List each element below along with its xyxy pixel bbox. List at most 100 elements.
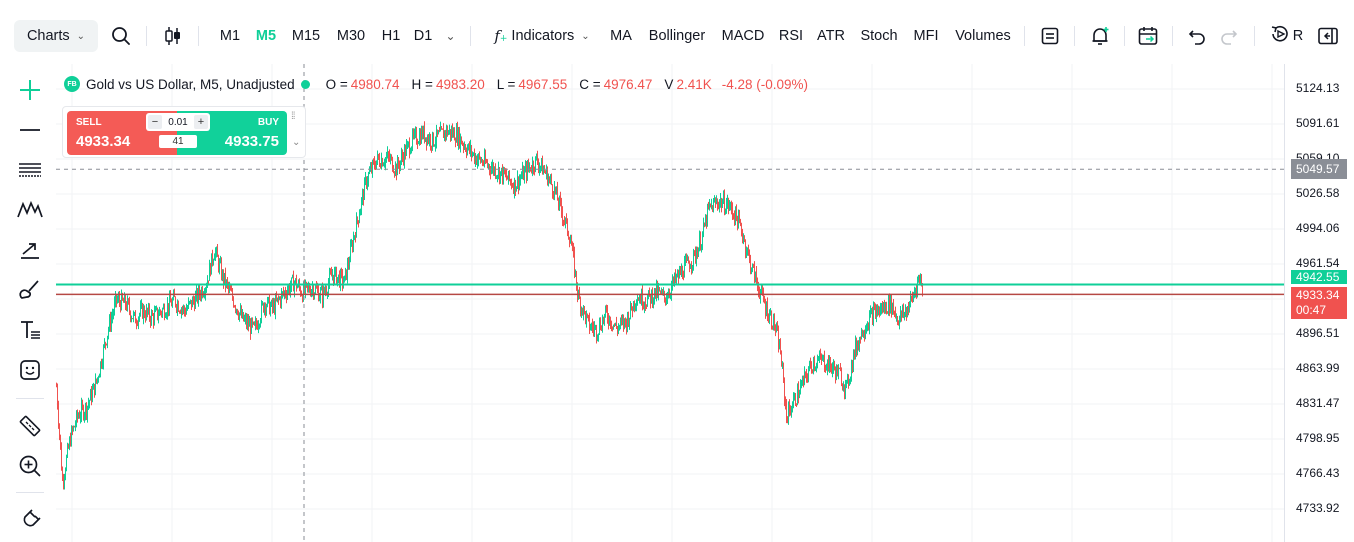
indicator-atr-button[interactable]: ATR [814, 20, 848, 52]
candle-up [866, 329, 867, 331]
emoji-icon[interactable] [14, 354, 46, 386]
decrease-quantity-button[interactable]: − [148, 115, 162, 129]
text-icon[interactable] [14, 314, 46, 346]
candle-down [588, 315, 589, 318]
trend-arrow-icon[interactable] [14, 234, 46, 266]
candle-up [290, 286, 291, 293]
candle-down [901, 311, 902, 317]
price-axis[interactable]: 5124.13 5091.61 5059.10 5026.58 4994.06 4961.… [1284, 64, 1354, 542]
candle-down [563, 220, 564, 222]
candle-up [766, 303, 767, 313]
quantity-input[interactable]: 0.01 [168, 116, 188, 128]
candle-up [334, 270, 335, 283]
candle-up [735, 207, 736, 222]
candles-group [56, 121, 923, 490]
timeframe-m30[interactable]: M30 [332, 20, 370, 52]
candle-up [586, 314, 587, 323]
fib-retracement-icon[interactable] [14, 154, 46, 186]
candle-down [197, 289, 198, 302]
candle-down [380, 165, 381, 168]
candle-down [650, 294, 651, 303]
indicator-stoch-button[interactable]: Stoch [856, 20, 902, 52]
brush-icon[interactable] [14, 274, 46, 306]
candle-up [918, 276, 919, 280]
toolbar-divider [1024, 26, 1025, 46]
chart-area[interactable] [56, 64, 1284, 542]
timeframe-m5[interactable]: M5 [252, 20, 280, 52]
indicator-volumes-button[interactable]: Volumes [950, 20, 1016, 52]
candle-down [490, 169, 491, 174]
search-icon[interactable] [108, 20, 134, 52]
undo-icon[interactable] [1184, 20, 1210, 52]
candle-up [249, 322, 250, 327]
candle-down [355, 235, 356, 238]
alert-icon[interactable] [1086, 20, 1114, 52]
candle-down [228, 283, 229, 289]
candle-up [139, 314, 140, 318]
candle-up [761, 287, 762, 293]
horizontal-line-icon[interactable] [14, 114, 46, 146]
candle-up [127, 299, 128, 310]
candle-up [196, 289, 197, 296]
chevron-down-icon[interactable]: ⌄ [292, 137, 301, 148]
indicator-ma-button[interactable]: MA [606, 20, 636, 52]
timeframe-dropdown-icon[interactable]: ⌄ [445, 29, 456, 43]
crosshair-icon[interactable] [14, 74, 46, 106]
magnet-icon[interactable] [14, 504, 46, 536]
candle-down [171, 302, 172, 306]
indicators-button[interactable]: f+ Indicators ⌄ [488, 20, 596, 52]
candle-up [910, 296, 911, 306]
candle-up [713, 201, 714, 212]
replay-button[interactable]: R [1268, 20, 1304, 52]
candle-up [134, 312, 135, 314]
candle-down [58, 406, 59, 426]
sell-button[interactable]: SELL 4933.34 [67, 111, 177, 155]
indicator-mfi-button[interactable]: MFI [910, 20, 942, 52]
candle-down [893, 304, 894, 313]
timeframe-d1[interactable]: D1 [410, 20, 436, 52]
zoom-in-icon[interactable] [14, 450, 46, 482]
candle-down [617, 328, 618, 331]
candle-down [864, 335, 865, 337]
timeframe-m15[interactable]: M15 [288, 20, 324, 52]
candle-up [107, 335, 108, 345]
candle-down [523, 168, 524, 180]
indicator-label: ATR [817, 28, 845, 44]
candle-up [172, 299, 173, 306]
charts-menu-button[interactable]: Charts ⌄ [14, 20, 98, 52]
candle-up [133, 313, 134, 319]
candle-down [780, 341, 781, 354]
candlestick-icon[interactable] [160, 20, 186, 52]
indicator-macd-button[interactable]: MACD [718, 20, 768, 52]
layout-icon[interactable] [1036, 20, 1064, 52]
price-tick-label: 4733.92 [1296, 501, 1340, 515]
ruler-icon[interactable] [14, 410, 46, 442]
candle-up [140, 306, 141, 315]
candle-down [887, 311, 888, 313]
drag-handle-icon[interactable]: ⁞⁞ [291, 111, 296, 122]
candle-up [236, 309, 237, 311]
indicator-rsi-button[interactable]: RSI [776, 20, 806, 52]
candle-down [662, 290, 663, 293]
candlestick-chart[interactable] [56, 64, 1284, 542]
collapse-panel-icon[interactable] [1314, 20, 1342, 52]
candle-up [500, 171, 501, 181]
indicator-bollinger-button[interactable]: Bollinger [644, 20, 710, 52]
candle-down [77, 412, 78, 418]
candle-down [479, 154, 480, 158]
candle-up [364, 180, 365, 200]
candle-up [347, 262, 348, 279]
timeframe-m1[interactable]: M1 [216, 20, 244, 52]
candle-down [643, 306, 644, 308]
candle-down [695, 251, 696, 261]
increase-quantity-button[interactable]: + [194, 115, 208, 129]
candle-down [844, 386, 845, 393]
candle-down [437, 129, 438, 134]
candle-up [521, 176, 522, 179]
candle-up [747, 248, 748, 253]
symbol-title[interactable]: Gold vs US Dollar, M5, Unadjusted [86, 76, 295, 92]
calendar-icon[interactable] [1134, 20, 1162, 52]
timeframe-h1[interactable]: H1 [378, 20, 404, 52]
redo-icon[interactable] [1216, 20, 1242, 52]
pattern-icon[interactable] [14, 194, 46, 226]
